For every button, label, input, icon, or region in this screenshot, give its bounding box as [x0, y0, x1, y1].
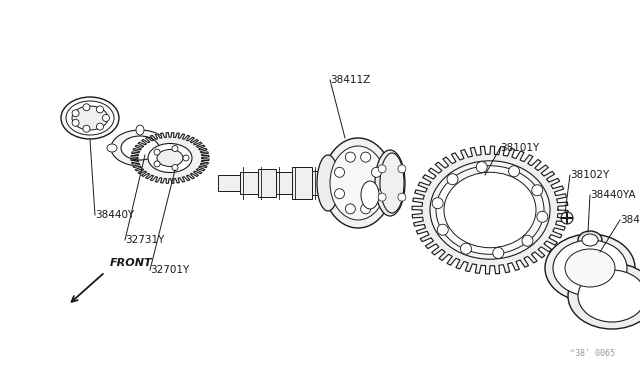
Ellipse shape: [578, 270, 640, 322]
Polygon shape: [292, 167, 312, 199]
Circle shape: [460, 243, 472, 254]
Circle shape: [172, 145, 178, 151]
Circle shape: [346, 204, 355, 214]
Circle shape: [432, 198, 443, 209]
Ellipse shape: [61, 97, 119, 139]
Text: FRONT: FRONT: [110, 258, 152, 268]
Polygon shape: [258, 169, 276, 197]
Circle shape: [509, 166, 520, 177]
Ellipse shape: [66, 101, 114, 135]
Ellipse shape: [430, 161, 550, 259]
Circle shape: [447, 174, 458, 185]
Circle shape: [97, 106, 104, 113]
Circle shape: [346, 152, 355, 162]
Circle shape: [183, 155, 189, 161]
Ellipse shape: [107, 144, 117, 152]
Circle shape: [335, 189, 344, 199]
Polygon shape: [218, 175, 240, 191]
Text: 38411Z: 38411Z: [330, 75, 371, 85]
Text: 38101Y: 38101Y: [500, 143, 540, 153]
Polygon shape: [131, 133, 209, 183]
Circle shape: [154, 149, 160, 155]
Circle shape: [361, 204, 371, 214]
Ellipse shape: [380, 153, 404, 213]
Circle shape: [378, 193, 386, 201]
Ellipse shape: [436, 166, 544, 254]
Ellipse shape: [330, 146, 386, 220]
Text: 38440Y: 38440Y: [95, 210, 134, 220]
Circle shape: [493, 247, 504, 259]
Ellipse shape: [323, 138, 393, 228]
Circle shape: [371, 167, 381, 177]
Circle shape: [398, 193, 406, 201]
Text: 32701Y: 32701Y: [150, 265, 189, 275]
Text: ^38' 0065: ^38' 0065: [570, 349, 615, 358]
Ellipse shape: [121, 136, 159, 160]
Circle shape: [522, 235, 533, 246]
Circle shape: [72, 119, 79, 126]
Circle shape: [476, 161, 487, 173]
Circle shape: [537, 211, 548, 222]
Ellipse shape: [582, 234, 598, 246]
Circle shape: [532, 185, 543, 196]
Circle shape: [378, 165, 386, 173]
Text: 38440YA: 38440YA: [590, 190, 636, 200]
Ellipse shape: [111, 130, 169, 166]
Ellipse shape: [157, 150, 183, 167]
Polygon shape: [276, 172, 292, 194]
Ellipse shape: [578, 231, 602, 249]
Circle shape: [335, 167, 344, 177]
Ellipse shape: [545, 234, 635, 302]
Ellipse shape: [136, 125, 144, 135]
Ellipse shape: [148, 144, 192, 173]
Ellipse shape: [553, 240, 627, 296]
Circle shape: [72, 110, 79, 117]
Circle shape: [437, 224, 448, 235]
Polygon shape: [412, 146, 568, 274]
Ellipse shape: [375, 150, 405, 216]
Polygon shape: [240, 172, 258, 194]
Circle shape: [102, 115, 109, 122]
Ellipse shape: [568, 263, 640, 329]
Circle shape: [97, 123, 104, 130]
Circle shape: [83, 104, 90, 111]
Circle shape: [83, 125, 90, 132]
Ellipse shape: [163, 144, 173, 152]
Text: 38453Y: 38453Y: [620, 215, 640, 225]
Ellipse shape: [317, 155, 339, 211]
Circle shape: [154, 161, 160, 167]
Circle shape: [172, 164, 178, 170]
Circle shape: [561, 212, 573, 224]
Ellipse shape: [444, 172, 536, 248]
Circle shape: [371, 189, 381, 199]
Ellipse shape: [72, 106, 108, 130]
Ellipse shape: [361, 181, 379, 209]
Circle shape: [361, 152, 371, 162]
Circle shape: [398, 165, 406, 173]
Ellipse shape: [565, 249, 615, 287]
Text: 38102Y: 38102Y: [570, 170, 609, 180]
Polygon shape: [312, 171, 328, 195]
Text: 32731Y: 32731Y: [125, 235, 164, 245]
